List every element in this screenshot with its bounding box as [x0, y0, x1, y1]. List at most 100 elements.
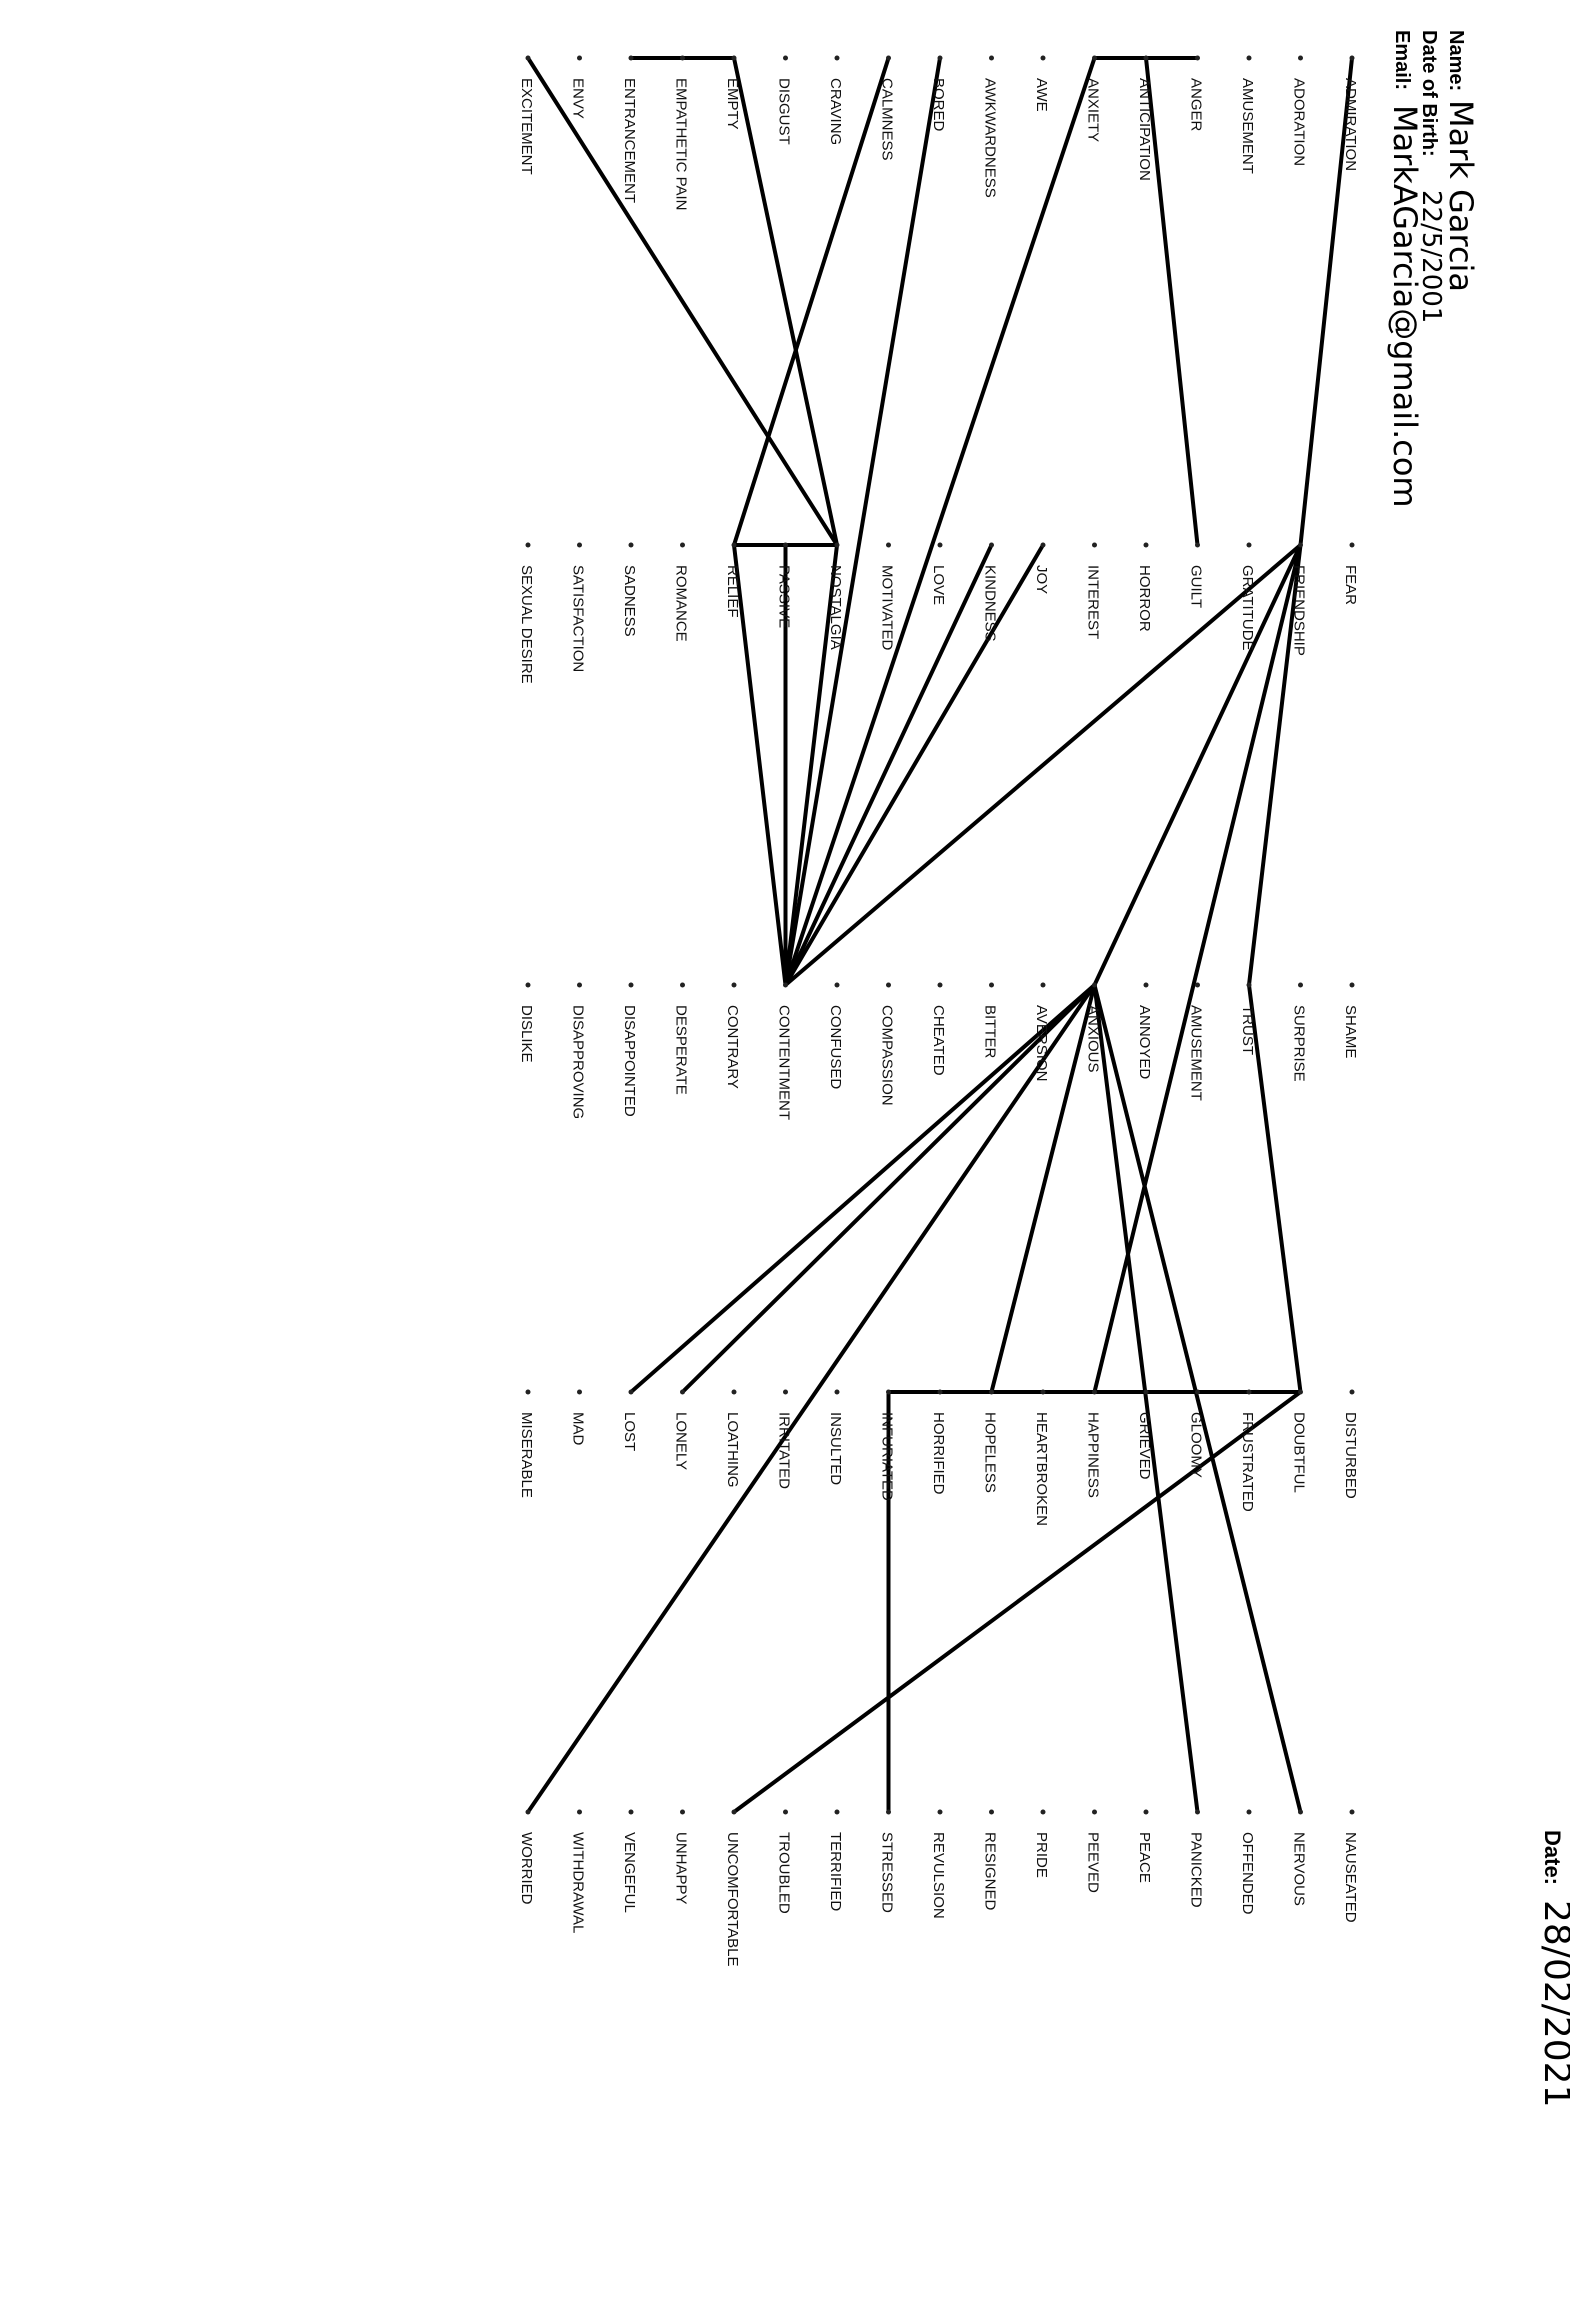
word-bullet[interactable]: [1349, 55, 1355, 61]
word-bullet[interactable]: [731, 1809, 737, 1815]
word-bullet[interactable]: [577, 55, 582, 61]
word-bullet[interactable]: [1195, 55, 1200, 61]
word-bullet[interactable]: [1298, 542, 1303, 548]
word-bullet[interactable]: [628, 1389, 634, 1395]
word-bullet[interactable]: [834, 982, 840, 988]
word-bullet[interactable]: [628, 542, 634, 548]
connection-line: [732, 1390, 1303, 1814]
word-bullet[interactable]: [1298, 1809, 1303, 1815]
word-bullet[interactable]: [731, 542, 737, 548]
word-bullet[interactable]: [1092, 55, 1097, 61]
emotion-word: ROMANCE: [673, 565, 690, 642]
word-bullet[interactable]: [731, 1389, 737, 1395]
word-bullet[interactable]: [731, 55, 737, 61]
word-bullet[interactable]: [937, 1389, 943, 1395]
word-bullet[interactable]: [783, 1809, 788, 1815]
word-bullet[interactable]: [1349, 1389, 1355, 1395]
connection-line: [1298, 56, 1354, 547]
word-bullet[interactable]: [937, 55, 943, 61]
word-bullet[interactable]: [937, 1809, 943, 1815]
emotion-word: CONTRARY: [724, 1005, 741, 1089]
word-bullet[interactable]: [1349, 982, 1355, 988]
word-bullet[interactable]: [525, 1389, 531, 1395]
word-bullet[interactable]: [577, 1809, 582, 1815]
connection-line: [783, 543, 994, 987]
word-bullet[interactable]: [886, 55, 891, 61]
word-bullet[interactable]: [783, 542, 788, 548]
word-bullet[interactable]: [628, 55, 634, 61]
word-bullet[interactable]: [1143, 55, 1149, 61]
word-bullet[interactable]: [1246, 1389, 1252, 1395]
word-bullet[interactable]: [1143, 1809, 1149, 1815]
word-bullet[interactable]: [1195, 1389, 1200, 1395]
word-bullet[interactable]: [1195, 1809, 1200, 1815]
word-bullet[interactable]: [1040, 1809, 1046, 1815]
word-bullet[interactable]: [680, 542, 685, 548]
word-bullet[interactable]: [1349, 1809, 1355, 1815]
word-bullet[interactable]: [525, 55, 531, 61]
word-bullet[interactable]: [783, 982, 788, 988]
word-bullet[interactable]: [1040, 1389, 1046, 1395]
word-bullet[interactable]: [525, 982, 531, 988]
word-bullet[interactable]: [834, 1809, 840, 1815]
word-bullet[interactable]: [989, 1809, 994, 1815]
word-bullet[interactable]: [577, 542, 582, 548]
word-bullet[interactable]: [577, 1389, 582, 1395]
word-bullet[interactable]: [1143, 1389, 1149, 1395]
connection-line: [1144, 56, 1200, 547]
word-bullet[interactable]: [680, 1389, 685, 1395]
word-bullet[interactable]: [989, 982, 994, 988]
word-bullet[interactable]: [1195, 542, 1200, 548]
date-block: Date: 28/02/2021: [1536, 1830, 1570, 2108]
word-bullet[interactable]: [1246, 982, 1252, 988]
connection-line: [1092, 543, 1303, 1394]
word-bullet[interactable]: [680, 1809, 685, 1815]
word-bullet[interactable]: [1092, 1809, 1097, 1815]
emotion-word: DESPERATE: [673, 1005, 690, 1095]
word-bullet[interactable]: [1040, 55, 1046, 61]
word-bullet[interactable]: [989, 55, 994, 61]
word-bullet[interactable]: [1040, 542, 1046, 548]
word-bullet[interactable]: [886, 1389, 891, 1395]
emotion-word: DISLIKE: [518, 1005, 535, 1063]
word-bullet[interactable]: [989, 542, 994, 548]
emotion-word: FEAR: [1342, 565, 1359, 605]
word-bullet[interactable]: [577, 982, 582, 988]
word-bullet[interactable]: [989, 1389, 994, 1395]
word-bullet[interactable]: [783, 1389, 788, 1395]
word-bullet[interactable]: [1092, 982, 1097, 988]
word-bullet[interactable]: [1246, 1809, 1252, 1815]
emotion-word: ADORATION: [1291, 78, 1308, 166]
emotion-word: TROUBLED: [776, 1832, 793, 1914]
connection-line: [732, 56, 891, 547]
word-bullet[interactable]: [1195, 982, 1200, 988]
word-bullet[interactable]: [1040, 982, 1046, 988]
word-bullet[interactable]: [680, 982, 685, 988]
word-bullet[interactable]: [834, 542, 840, 548]
word-bullet[interactable]: [834, 55, 840, 61]
word-bullet[interactable]: [628, 982, 634, 988]
word-bullet[interactable]: [886, 982, 891, 988]
word-bullet[interactable]: [628, 1809, 634, 1815]
word-bullet[interactable]: [1143, 982, 1149, 988]
word-bullet[interactable]: [1143, 542, 1149, 548]
word-bullet[interactable]: [525, 1809, 531, 1815]
word-bullet[interactable]: [680, 55, 685, 61]
word-bullet[interactable]: [1298, 1389, 1303, 1395]
connection-line: [629, 983, 1097, 1394]
word-bullet[interactable]: [1092, 1389, 1097, 1395]
word-bullet[interactable]: [1349, 542, 1355, 548]
word-bullet[interactable]: [1246, 55, 1252, 61]
word-bullet[interactable]: [1298, 982, 1303, 988]
word-bullet[interactable]: [525, 542, 531, 548]
word-bullet[interactable]: [731, 982, 737, 988]
word-bullet[interactable]: [783, 55, 788, 61]
word-bullet[interactable]: [886, 542, 891, 548]
word-bullet[interactable]: [886, 1809, 891, 1815]
word-bullet[interactable]: [1298, 55, 1303, 61]
word-bullet[interactable]: [937, 982, 943, 988]
word-bullet[interactable]: [937, 542, 943, 548]
word-bullet[interactable]: [1092, 542, 1097, 548]
word-bullet[interactable]: [1246, 542, 1252, 548]
word-bullet[interactable]: [834, 1389, 840, 1395]
